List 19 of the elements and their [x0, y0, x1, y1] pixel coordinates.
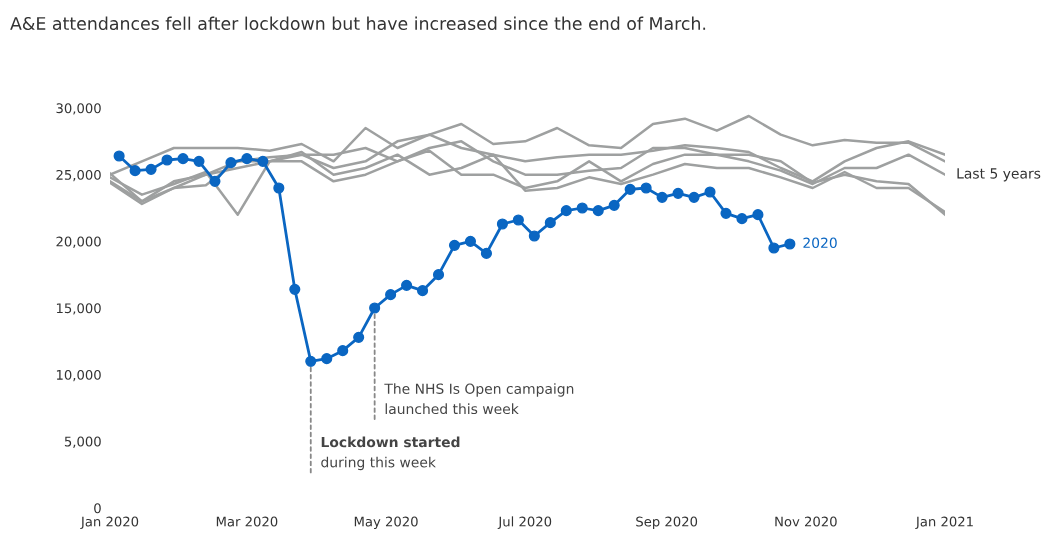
x-tick-label: Nov 2020 — [775, 516, 837, 527]
y-tick-label: 15,000 — [56, 303, 101, 315]
x-tick-label: Sep 2020 — [636, 516, 698, 530]
y-tick-label: 25,000 — [56, 169, 101, 182]
y-tick-label: 0 — [94, 503, 101, 514]
annotation: The NHS Is Open campaign launched this week — [384, 383, 574, 415]
y-tick-label: 20,000 — [56, 236, 101, 248]
x-tick-label: Jul 2020 — [497, 516, 552, 529]
annotation: Last 5 years — [957, 168, 1041, 182]
annotation: Lockdown started during this week — [321, 436, 460, 471]
x-tick-label: Jan 2021 — [915, 516, 973, 529]
x-tick-label: Mar 2020 — [216, 516, 278, 527]
chart-title: A&E attendances fell after lockdown but have increased since the end of March. — [10, 16, 706, 31]
y-tick-label: 10,000 — [56, 369, 101, 382]
series-label: 2020 — [803, 237, 837, 249]
y-tick-label: 5,000 — [64, 436, 101, 448]
x-tick-label: May 2020 — [354, 516, 418, 530]
y-tick-label: 30,000 — [56, 103, 101, 115]
x-tick-label: Jan 2020 — [80, 516, 139, 529]
